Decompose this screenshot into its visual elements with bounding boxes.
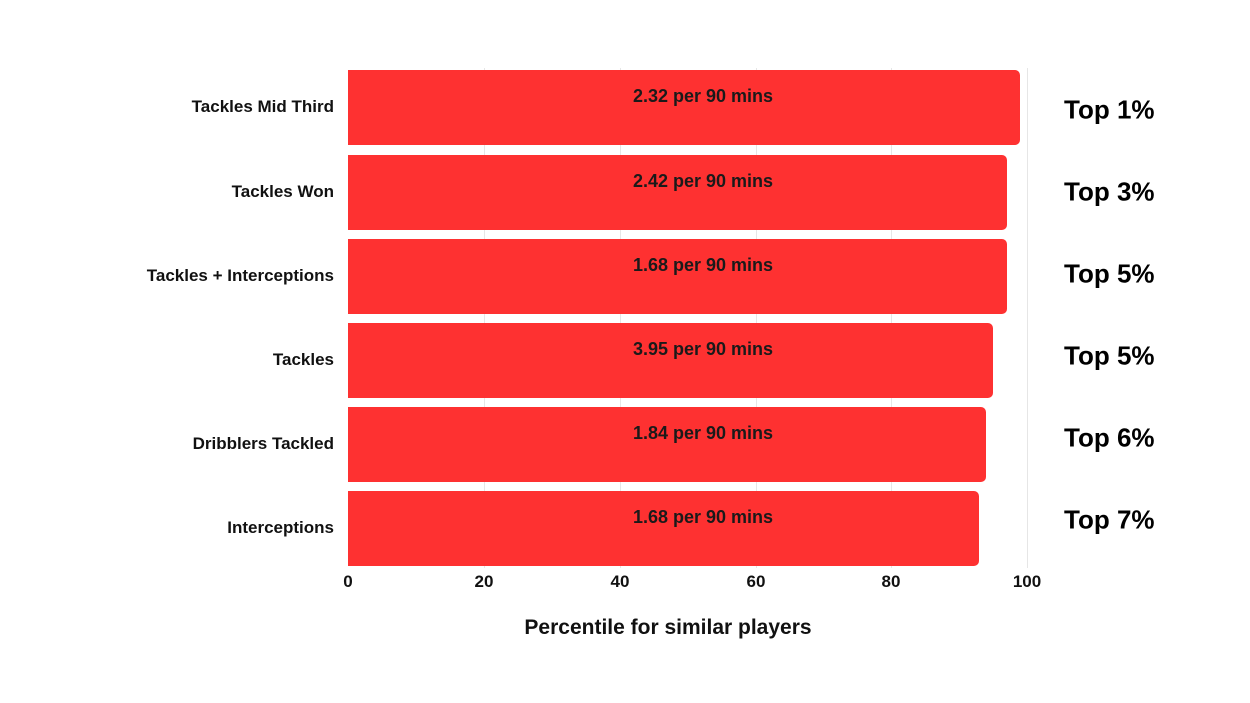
bar: [348, 491, 980, 566]
percentile-rank-label: Top 1%: [1064, 94, 1155, 125]
x-tick: 40: [610, 572, 630, 591]
x-tick: 80: [881, 572, 901, 591]
bar: [348, 323, 994, 398]
bar: [348, 407, 987, 482]
percentile-rank-label: Top 3%: [1064, 176, 1155, 207]
bar: [348, 155, 1007, 230]
bar-value-label: 2.42 per 90 mins: [632, 171, 774, 191]
bar-value-label: 3.95 per 90 mins: [632, 339, 774, 359]
percentile-rank-label: Top 5%: [1064, 340, 1155, 371]
x-tick: 20: [474, 572, 494, 591]
gridline-20: [484, 68, 485, 568]
x-tick: 60: [746, 572, 766, 591]
category-label: Tackles Mid Third: [191, 97, 334, 116]
gridline-40: [620, 68, 621, 568]
x-tick: 0: [343, 572, 353, 591]
category-label: Tackles: [272, 350, 334, 369]
bar-value-label: 1.68 per 90 mins: [632, 507, 774, 527]
bar-value-label: 1.68 per 90 mins: [632, 255, 774, 275]
x-axis-label: Percentile for similar players: [524, 616, 812, 639]
bar: [348, 70, 1021, 145]
bar: [348, 239, 1007, 314]
category-label: Tackles + Interceptions: [146, 266, 334, 285]
category-label: Interceptions: [227, 518, 334, 537]
category-label: Tackles Won: [231, 182, 334, 201]
category-label: Dribblers Tackled: [192, 434, 334, 453]
percentile-rank-label: Top 5%: [1064, 258, 1155, 289]
gridline-60: [756, 68, 757, 568]
gridline-80: [891, 68, 892, 568]
bar-value-label: 2.32 per 90 mins: [632, 86, 774, 106]
x-tick: 100: [1012, 572, 1042, 591]
gridline-100: [1027, 68, 1028, 568]
bar-value-label: 1.84 per 90 mins: [632, 423, 774, 443]
percentile-rank-label: Top 6%: [1064, 422, 1155, 453]
percentile-rank-label: Top 7%: [1064, 504, 1155, 535]
